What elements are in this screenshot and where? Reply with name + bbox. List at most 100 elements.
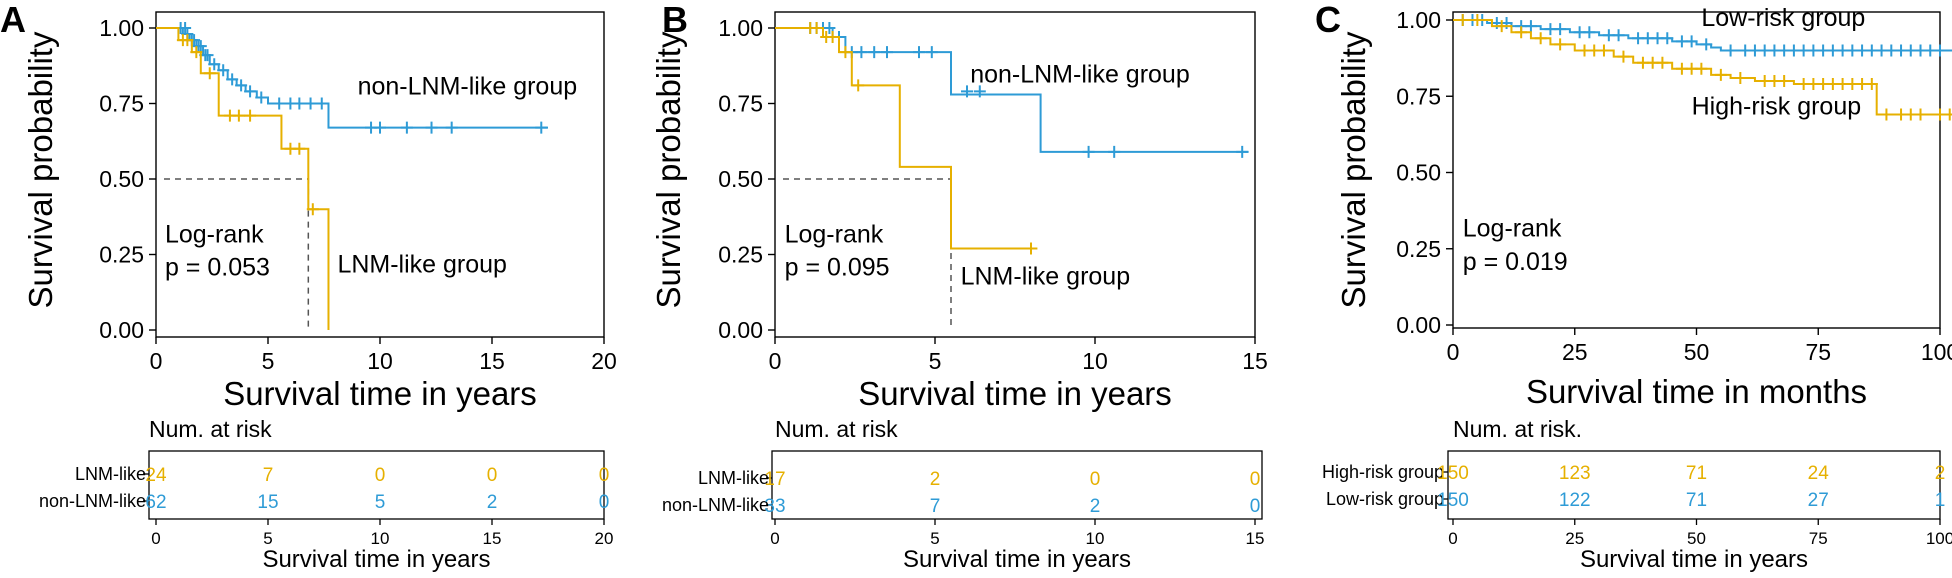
risk-count: 15: [257, 492, 278, 513]
x-tick-label: 100: [1921, 339, 1952, 365]
censor-mark: [400, 121, 413, 134]
plot-annotation: non-LNM-like group: [358, 72, 578, 100]
risk-x-tick-label: 10: [371, 529, 390, 548]
y-tick-label: 1.00: [1396, 7, 1441, 33]
censor-mark: [826, 31, 839, 44]
x-tick-label: 0: [150, 348, 163, 374]
risk-row-label: non-LNM-like: [662, 495, 769, 515]
censor-mark: [868, 46, 881, 59]
censor-mark: [1914, 108, 1927, 121]
censor-mark: [823, 22, 836, 34]
x-tick-label: 10: [1082, 348, 1108, 374]
y-axis-title: Survival probability: [22, 31, 59, 308]
risk-count: 1: [1935, 490, 1946, 511]
y-tick-label: 0.75: [1396, 83, 1441, 109]
risk-count: 150: [1437, 490, 1469, 511]
y-axis-title: Survival probability: [1335, 31, 1372, 308]
panel-a: A 0.00 0.25 0.50 0.75 1.00 0 5 10 15 20 Survival pr…: [0, 0, 617, 573]
risk-count: 0: [599, 465, 610, 486]
plot-frame: [774, 11, 1256, 338]
censor-mark: [1656, 56, 1669, 69]
y-tick-label: 0.50: [1396, 160, 1441, 186]
y-tick-label: 0.00: [1396, 312, 1441, 338]
risk-count: 62: [145, 492, 166, 513]
censor-mark: [1025, 242, 1037, 255]
risk-row-label: non-LNM-like: [39, 491, 146, 511]
censor-mark: [1082, 145, 1095, 158]
censor-mark: [374, 121, 386, 134]
risk-row-label: Low-risk group: [1326, 489, 1444, 509]
plot-frame: [1452, 11, 1941, 329]
censor-mark: [1724, 44, 1737, 57]
censor-mark: [255, 91, 268, 104]
plot-annotation: p = 0.053: [165, 254, 270, 282]
censor-mark: [208, 58, 221, 71]
km-curve-lnm-like-group: [775, 27, 1038, 250]
y-tick-label: 0.50: [99, 166, 144, 192]
risk-count: 7: [930, 496, 941, 517]
y-tick-label: 0.25: [99, 242, 144, 268]
plot-frame: [155, 11, 605, 338]
risk-x-tick-label: 5: [263, 529, 272, 548]
risk-x-tick-label: 50: [1687, 529, 1706, 548]
censor-mark: [855, 46, 868, 59]
y-tick-label: 1.00: [718, 15, 763, 41]
y-tick-label: 0.75: [99, 91, 144, 117]
risk-x-tick-label: 25: [1565, 529, 1584, 548]
censor-mark: [1108, 145, 1121, 158]
plot-annotation: Log-rank: [785, 220, 884, 248]
censor-mark: [1695, 62, 1708, 75]
risk-x-tick-label: 20: [595, 529, 614, 548]
risk-table-x-title: Survival time in years: [262, 546, 490, 573]
censor-mark: [535, 121, 548, 134]
censor-mark: [1456, 14, 1469, 26]
x-axis-title: Survival time in months: [1526, 373, 1867, 410]
censor-mark: [1714, 68, 1727, 81]
x-tick-label: 25: [1562, 339, 1588, 365]
censor-mark: [1515, 26, 1528, 39]
risk-x-tick-label: 0: [770, 529, 779, 548]
censor-mark: [1471, 14, 1484, 26]
risk-x-tick-label: 15: [1246, 529, 1265, 548]
risk-count: 2: [1935, 463, 1946, 484]
censor-mark: [1524, 20, 1537, 33]
censor-mark: [244, 85, 257, 98]
panel-label: C: [1315, 0, 1341, 40]
x-axis-title: Survival time in years: [223, 375, 537, 412]
x-tick-label: 50: [1684, 339, 1710, 365]
risk-count: 2: [1090, 496, 1101, 517]
plot-annotation: non-LNM-like group: [970, 60, 1190, 88]
panel-label: B: [662, 0, 688, 40]
censor-mark: [226, 73, 239, 86]
x-axis-title: Survival time in years: [858, 375, 1172, 412]
risk-count: 0: [1090, 469, 1101, 490]
risk-x-tick-label: 0: [1448, 529, 1457, 548]
censor-mark: [1685, 35, 1698, 48]
risk-table-title: Num. at risk: [775, 416, 898, 442]
censor-mark: [1554, 38, 1567, 51]
plot-annotation: Log-rank: [165, 220, 264, 248]
censor-mark: [1943, 108, 1952, 121]
censor-mark: [961, 85, 973, 98]
censor-mark: [1583, 26, 1596, 39]
censor-mark: [1612, 29, 1625, 42]
x-tick-label: 5: [929, 348, 942, 374]
panel-label: A: [0, 0, 26, 40]
y-tick-label: 1.00: [99, 15, 144, 41]
x-tick-label: 15: [1242, 348, 1268, 374]
censor-mark: [839, 46, 852, 59]
censor-mark: [293, 142, 306, 155]
x-tick-label: 5: [262, 348, 275, 374]
x-tick-label: 75: [1805, 339, 1831, 365]
censor-mark: [203, 67, 216, 80]
x-tick-label: 15: [479, 348, 505, 374]
censor-mark: [925, 46, 938, 59]
y-tick-label: 0.50: [718, 166, 763, 192]
plot-annotation: LNM-like group: [337, 251, 507, 279]
plot-annotation: Log-rank: [1463, 215, 1562, 243]
risk-count: 122: [1559, 490, 1591, 511]
y-tick-label: 0.00: [99, 317, 144, 343]
risk-table-frame: [771, 450, 1263, 520]
censor-mark: [1236, 145, 1249, 158]
